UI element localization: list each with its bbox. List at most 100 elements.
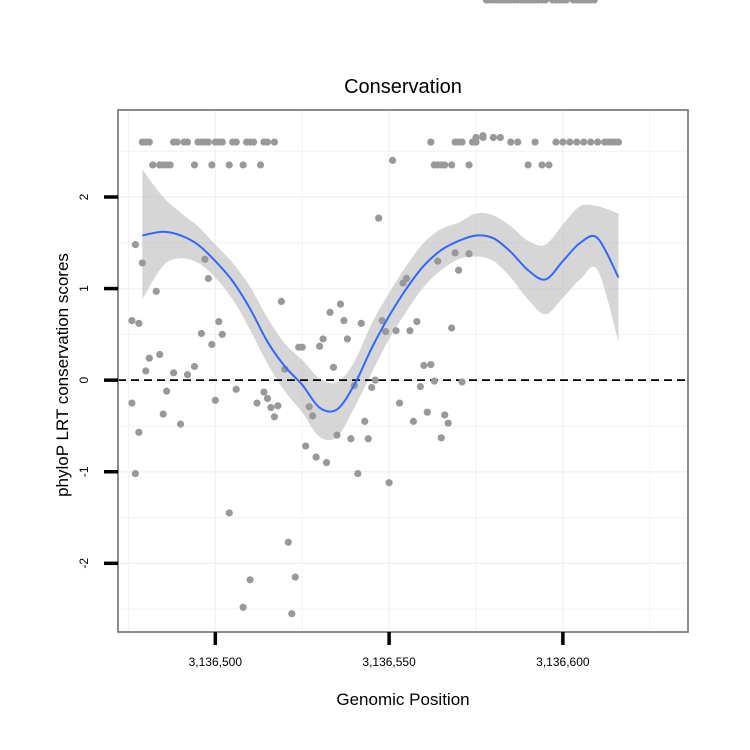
data-point (559, 138, 567, 146)
data-point (455, 266, 463, 274)
data-point (267, 404, 275, 412)
x-tick-label: 3,136,600 (536, 655, 590, 669)
data-point (472, 138, 480, 146)
data-point (479, 132, 487, 140)
data-point (395, 399, 404, 407)
data-point (173, 138, 181, 146)
data-point (288, 610, 296, 618)
data-point (135, 428, 143, 436)
data-point (204, 274, 212, 283)
data-point (545, 161, 553, 169)
data-point (277, 297, 285, 305)
data-point (302, 442, 310, 450)
data-point (215, 317, 223, 326)
data-point (149, 161, 157, 169)
confidence-band (142, 169, 619, 441)
data-point (392, 327, 400, 335)
data-point (315, 342, 324, 350)
data-point (587, 138, 595, 146)
data-point (263, 394, 272, 403)
data-point (333, 431, 341, 439)
data-point (580, 138, 588, 146)
data-point (378, 317, 386, 325)
data-point (538, 161, 546, 169)
data-point (256, 161, 265, 169)
x-axis-ticks: 3,136,500 3,136,550 3,136,600 (189, 632, 590, 669)
data-point (138, 259, 146, 267)
x-axis-title: Genomic Position (336, 690, 469, 709)
data-point (329, 363, 338, 371)
data-point (573, 138, 581, 146)
data-point (131, 241, 139, 249)
data-point (131, 469, 139, 478)
data-point (465, 161, 473, 169)
data-point (239, 161, 247, 169)
data-point (291, 573, 299, 581)
data-point (183, 138, 192, 146)
y-tick-label: 0 (77, 377, 91, 384)
data-point (448, 324, 456, 332)
data-point (531, 138, 539, 146)
data-point (448, 161, 456, 169)
x-tick-label: 3,136,550 (362, 655, 416, 669)
data-points (128, 0, 623, 618)
data-point (441, 411, 449, 419)
data-point (225, 161, 233, 169)
data-point (270, 138, 279, 146)
data-point (322, 458, 331, 467)
data-point (319, 335, 327, 343)
data-point (208, 161, 216, 169)
data-point (423, 408, 431, 416)
data-point (368, 383, 376, 392)
data-point (430, 377, 438, 385)
data-point (552, 138, 560, 146)
data-point (326, 308, 334, 316)
data-point (364, 435, 372, 443)
data-point (190, 362, 199, 371)
data-point (218, 330, 226, 338)
data-point (142, 367, 150, 375)
data-point (201, 255, 209, 263)
data-point (441, 161, 449, 169)
data-point (176, 420, 185, 428)
data-point (232, 385, 240, 393)
data-point (225, 509, 233, 517)
data-point (263, 138, 272, 146)
data-point (197, 329, 206, 338)
data-point (614, 138, 623, 146)
data-point (183, 371, 192, 379)
data-point (416, 382, 424, 391)
data-point (427, 360, 435, 369)
data-point (145, 354, 153, 362)
data-point (135, 319, 143, 327)
data-point (514, 138, 522, 146)
data-point (270, 413, 279, 421)
data-point (239, 603, 247, 611)
data-point (336, 300, 345, 308)
data-point (524, 161, 532, 169)
data-point (458, 378, 466, 386)
data-point (437, 434, 445, 442)
data-point (145, 138, 153, 146)
data-point (507, 138, 515, 146)
data-point (298, 343, 306, 351)
data-point (347, 435, 355, 443)
data-point (170, 369, 178, 377)
data-point (413, 317, 421, 326)
data-point (218, 138, 226, 146)
data-point (590, 0, 598, 4)
data-point (375, 214, 383, 222)
data-point (159, 410, 167, 418)
data-point (152, 287, 160, 295)
data-point (427, 138, 435, 146)
data-point (156, 350, 164, 359)
x-tick-label: 3,136,500 (189, 655, 243, 669)
data-point (211, 396, 219, 404)
data-point (371, 376, 379, 384)
data-point (406, 327, 414, 335)
data-point (190, 161, 199, 169)
chart-title: Conservation (344, 76, 462, 98)
data-point (354, 469, 362, 478)
data-point (465, 250, 473, 258)
y-tick-label: -1 (77, 466, 91, 477)
